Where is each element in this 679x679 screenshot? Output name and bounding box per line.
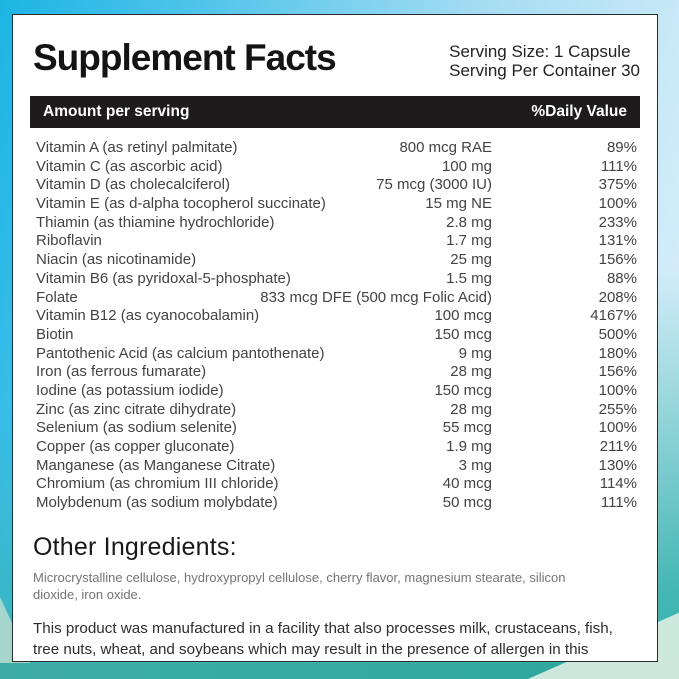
row-nutrient-name: Thiamin (as thiamine hydrochloride) bbox=[36, 213, 275, 231]
table-row: Manganese (as Manganese Citrate) 3 mg 130% bbox=[30, 457, 640, 476]
row-amount: 9 mg bbox=[458, 344, 492, 362]
table-row: Riboflavin 1.7 mg 131% bbox=[30, 232, 640, 251]
row-nutrient-name: Vitamin E (as d-alpha tocopherol succina… bbox=[36, 195, 326, 213]
row-amount: 1.9 mg bbox=[446, 438, 492, 455]
table-row: Vitamin C (as ascorbic acid) 100 mg 111% bbox=[30, 158, 640, 177]
row-nutrient-name: Pantothenic Acid (as calcium pantothenat… bbox=[36, 344, 325, 362]
amount-per-serving-header: Amount per serving bbox=[43, 103, 190, 120]
row-amount: 100 mcg bbox=[434, 307, 492, 325]
row-amount: 75 mcg (3000 IU) bbox=[376, 176, 492, 194]
row-daily-value: 233% bbox=[598, 213, 637, 231]
row-daily-value: 211% bbox=[599, 438, 637, 455]
row-amount: 25 mg bbox=[450, 251, 492, 269]
row-daily-value: 111% bbox=[600, 157, 637, 175]
row-nutrient-name: Manganese (as Manganese Citrate) bbox=[36, 456, 276, 474]
table-row: Vitamin A (as retinyl palmitate) 800 mcg … bbox=[30, 139, 640, 158]
row-daily-value: 156% bbox=[598, 363, 637, 381]
row-amount: 150 mcg bbox=[434, 381, 492, 399]
row-nutrient-name: Vitamin D (as cholecalciferol) bbox=[36, 176, 230, 194]
row-nutrient-name: Vitamin C (as ascorbic acid) bbox=[36, 157, 223, 175]
row-nutrient-name: Selenium (as sodium selenite) bbox=[36, 419, 237, 437]
table-row: Vitamin B12 (as cyanocobalamin) 100 mcg 41… bbox=[30, 307, 640, 326]
row-daily-value: 375% bbox=[598, 176, 637, 194]
row-daily-value: 114% bbox=[599, 475, 637, 493]
supplement-facts-panel: Supplement Facts Serving Size: 1 Capsule… bbox=[12, 14, 658, 662]
row-daily-value: 100% bbox=[598, 381, 637, 399]
row-amount: 28 mg bbox=[450, 400, 492, 418]
row-nutrient-name: Riboflavin bbox=[36, 232, 102, 250]
row-nutrient-name: Chromium (as chromium III chloride) bbox=[36, 475, 279, 493]
row-daily-value: 255% bbox=[598, 400, 637, 418]
daily-value-header: %Daily Value bbox=[531, 103, 627, 120]
row-daily-value: 88% bbox=[606, 269, 637, 287]
row-daily-value: 89% bbox=[606, 139, 637, 156]
table-row: Zinc (as zinc citrate dihydrate) 28 mg 255… bbox=[30, 401, 640, 420]
row-amount: 28 mg bbox=[450, 363, 492, 381]
row-amount: 150 mcg bbox=[434, 325, 492, 343]
row-nutrient-name: Niacin (as nicotinamide) bbox=[36, 251, 197, 269]
row-nutrient-name: Copper (as copper gluconate) bbox=[36, 438, 235, 455]
other-ingredients-heading: Other Ingredients: bbox=[33, 532, 237, 561]
row-amount: 3 mg bbox=[458, 456, 492, 474]
table-row: Selenium (as sodium selenite) 55 mcg 100% bbox=[30, 419, 640, 438]
table-row: Chromium (as chromium III chloride) 40 mc… bbox=[30, 475, 640, 494]
label-header: Supplement Facts Serving Size: 1 Capsule… bbox=[13, 37, 657, 80]
row-amount: 100 mg bbox=[441, 157, 492, 175]
row-daily-value: 500% bbox=[598, 325, 637, 343]
row-daily-value: 4167% bbox=[590, 307, 637, 325]
row-nutrient-name: Folate bbox=[36, 288, 78, 306]
row-daily-value: 180% bbox=[598, 344, 637, 362]
row-amount: 1.5 mg bbox=[446, 269, 492, 287]
row-amount: 800 mcg RAE bbox=[399, 139, 492, 156]
row-nutrient-name: Iron (as ferrous fumarate) bbox=[36, 363, 207, 381]
row-nutrient-name: Iodine (as potassium iodide) bbox=[36, 381, 224, 399]
row-daily-value: 100% bbox=[598, 195, 637, 213]
row-nutrient-name: Biotin bbox=[36, 325, 74, 343]
servings-per-container: Serving Per Container 30 bbox=[449, 61, 640, 80]
row-daily-value: 208% bbox=[598, 288, 637, 306]
serving-size: Serving Size: 1 Capsule bbox=[449, 42, 631, 61]
row-amount: 50 mcg bbox=[442, 494, 492, 512]
row-daily-value: 130% bbox=[598, 456, 637, 474]
table-header-bar: Amount per serving %Daily Value bbox=[30, 96, 640, 128]
table-row: Pantothenic Acid (as calcium pantothenat… bbox=[30, 345, 640, 364]
row-daily-value: 111% bbox=[600, 494, 637, 512]
facts-table-body: Vitamin A (as retinyl palmitate) 800 mcg … bbox=[30, 139, 640, 513]
row-amount: 15 mg NE bbox=[425, 195, 492, 213]
row-nutrient-name: Zinc (as zinc citrate dihydrate) bbox=[36, 400, 237, 418]
row-amount: 40 mcg bbox=[442, 475, 492, 493]
row-nutrient-name: Molybdenum (as sodium molybdate) bbox=[36, 494, 278, 512]
table-row: Vitamin B6 (as pyridoxal-5-phosphate) 1.5… bbox=[30, 270, 640, 289]
row-amount: 2.8 mg bbox=[446, 213, 492, 231]
table-row: Biotin 150 mcg 500% bbox=[30, 326, 640, 345]
row-daily-value: 131% bbox=[598, 232, 637, 250]
supplement-facts-title: Supplement Facts bbox=[33, 37, 337, 78]
row-nutrient-name: Vitamin B12 (as cyanocobalamin) bbox=[36, 307, 260, 325]
other-ingredients-text: Microcrystalline cellulose, hydroxypropy… bbox=[33, 569, 566, 602]
table-row: Iron (as ferrous fumarate) 28 mg 156% bbox=[30, 363, 640, 382]
table-row: Niacin (as nicotinamide) 25 mg 156% bbox=[30, 251, 640, 270]
row-daily-value: 100% bbox=[598, 419, 637, 437]
serving-info: Serving Size: 1 Capsule Serving Per Cont… bbox=[449, 37, 640, 80]
row-amount: 55 mcg bbox=[442, 419, 492, 437]
allergen-statement: This product was manufactured in a facil… bbox=[33, 619, 613, 659]
table-row: Iodine (as potassium iodide) 150 mcg 100% bbox=[30, 382, 640, 401]
table-row: Vitamin E (as d-alpha tocopherol succina… bbox=[30, 195, 640, 214]
row-nutrient-name: Vitamin B6 (as pyridoxal-5-phosphate) bbox=[36, 269, 291, 287]
table-row: Vitamin D (as cholecalciferol) 75 mcg (30… bbox=[30, 176, 640, 195]
row-amount: 833 mcg DFE (500 mcg Folic Acid) bbox=[260, 288, 492, 306]
bottom-teal-band bbox=[0, 663, 679, 679]
table-row: Folate 833 mcg DFE (500 mcg Folic Acid) 20… bbox=[30, 289, 640, 308]
table-row: Copper (as copper gluconate) 1.9 mg 211% bbox=[30, 438, 640, 457]
row-daily-value: 156% bbox=[598, 251, 637, 269]
table-row: Thiamin (as thiamine hydrochloride) 2.8 m… bbox=[30, 214, 640, 233]
row-amount: 1.7 mg bbox=[446, 232, 492, 250]
table-row: Molybdenum (as sodium molybdate) 50 mcg 11… bbox=[30, 494, 640, 513]
row-nutrient-name: Vitamin A (as retinyl palmitate) bbox=[36, 139, 238, 156]
